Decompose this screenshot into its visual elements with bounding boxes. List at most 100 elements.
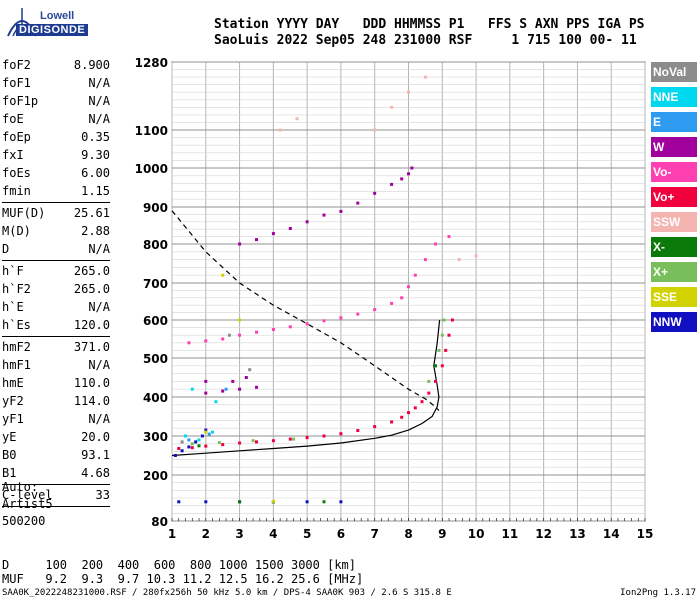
auto-label: Auto: <box>2 480 39 494</box>
y-tick-label: 600 <box>143 314 168 328</box>
param-row: M(D) 2.88 <box>2 222 110 240</box>
auto-artist: Artist5 <box>2 497 53 511</box>
data-point-ssw <box>295 117 299 121</box>
data-point-w <box>390 182 394 186</box>
distance-row: D 100 200 400 600 800 1000 1500 3000 [km… <box>2 558 357 572</box>
param-value: 120.0 <box>73 318 110 332</box>
data-point-vominus <box>305 322 309 326</box>
data-point-vominus <box>238 333 242 337</box>
data-point-vominus <box>339 316 343 320</box>
param-name: foEs <box>2 166 31 180</box>
data-point-voplus <box>400 415 404 419</box>
data-point-nne <box>190 387 194 391</box>
data-point-voplus <box>238 441 242 445</box>
y-tick-label: 700 <box>143 277 168 291</box>
data-point-ssw <box>407 90 410 94</box>
data-point-vominus <box>288 325 292 329</box>
data-point-voplus <box>322 434 326 438</box>
data-point-ssw <box>373 128 377 132</box>
param-name: C-level <box>2 488 53 502</box>
legend-item-vominus: Vo+ <box>651 187 697 207</box>
data-point-voplus <box>420 400 424 404</box>
param-row: B0 93.1 <box>2 446 110 464</box>
data-point-e <box>207 432 211 436</box>
param-name: foE <box>2 112 24 126</box>
data-point-w <box>244 376 248 379</box>
data-point-vominus <box>407 285 410 289</box>
data-point-w <box>288 227 292 230</box>
data-point-voplus <box>221 443 225 447</box>
data-point-voplus <box>413 406 417 410</box>
param-row: foF2 8.900 <box>2 56 110 74</box>
virtual-height-curve <box>171 319 441 457</box>
data-point-w <box>271 232 275 236</box>
x-tick-label: 3 <box>235 527 243 541</box>
data-point-ssw <box>474 254 478 258</box>
param-row: yE 20.0 <box>2 428 110 446</box>
data-point-vominus <box>373 308 377 312</box>
data-point-xminus <box>322 500 326 504</box>
data-point-nne <box>214 400 218 404</box>
legend-item-xminus: X+ <box>651 262 697 282</box>
data-point-nnw <box>177 500 181 504</box>
data-point-nnw <box>173 454 177 457</box>
param-row: h`F 265.0 <box>2 262 110 280</box>
param-row: foEp 0.35 <box>2 128 110 146</box>
legend-item-w: W <box>651 137 697 157</box>
data-point-vominus <box>434 242 437 246</box>
data-point-noval <box>248 368 252 372</box>
data-point-xplus <box>427 379 431 383</box>
profile-curve-dashed <box>171 210 440 412</box>
x-tick-label: 7 <box>371 527 379 541</box>
software-version: Ion2Png 1.3.17 <box>620 588 696 598</box>
x-tick-label: 12 <box>535 527 552 541</box>
data-point-ssw <box>457 258 461 262</box>
y-tick-label: 900 <box>143 201 168 215</box>
param-name: fxI <box>2 148 24 162</box>
param-name: B0 <box>2 448 17 462</box>
param-name: hmF2 <box>2 340 31 354</box>
data-point-voplus <box>434 379 437 383</box>
x-tick-label: 8 <box>404 527 412 541</box>
param-divider <box>2 336 110 337</box>
param-row: h`E N/A <box>2 298 110 316</box>
auto-version: 500200 <box>2 514 46 528</box>
param-row: B1 4.68 <box>2 464 110 482</box>
x-tick-label: 10 <box>468 527 485 541</box>
data-point-xminus <box>434 364 437 368</box>
data-point-e <box>224 387 228 391</box>
data-point-voplus <box>288 437 292 441</box>
param-row: MUF(D) 25.61 <box>2 204 110 222</box>
param-name: h`E <box>2 300 24 314</box>
data-point-nnw <box>204 500 208 504</box>
param-row: foF1 N/A <box>2 74 110 92</box>
param-value: N/A <box>88 412 110 426</box>
x-tick-label: 4 <box>269 527 277 541</box>
param-name: h`Es <box>2 318 31 332</box>
x-tick-label: 15 <box>637 527 654 541</box>
param-row: foF1p N/A <box>2 92 110 110</box>
param-value: 371.0 <box>73 340 110 354</box>
data-point-e <box>187 438 191 442</box>
y-tick-label: 800 <box>143 238 168 252</box>
param-divider <box>2 260 110 261</box>
scaled-parameters-panel: foF2 8.900 foF1 N/A foF1p N/A foE N/A foEp 0.35 fx… <box>2 56 110 508</box>
muf-distance-table: D 100 200 400 600 800 1000 1500 3000 [km… <box>2 558 363 586</box>
data-point-xplus <box>442 318 446 322</box>
data-point-vominus <box>356 312 360 316</box>
data-point-w <box>305 220 309 224</box>
data-point-voplus <box>447 333 451 337</box>
data-point-w <box>373 191 377 195</box>
param-value: 25.61 <box>73 206 110 220</box>
param-row: h`Es 120.0 <box>2 316 110 334</box>
param-name: foF1 <box>2 76 31 90</box>
data-point-vominus <box>423 258 427 262</box>
x-tick-label: 5 <box>303 527 311 541</box>
data-point-ssw <box>423 75 427 79</box>
data-point-voplus <box>373 425 377 429</box>
param-value: 0.35 <box>81 130 110 144</box>
data-point-w <box>322 213 326 217</box>
x-tick-label: 6 <box>337 527 345 541</box>
param-name: hmE <box>2 376 24 390</box>
param-value: 1.15 <box>81 184 110 198</box>
